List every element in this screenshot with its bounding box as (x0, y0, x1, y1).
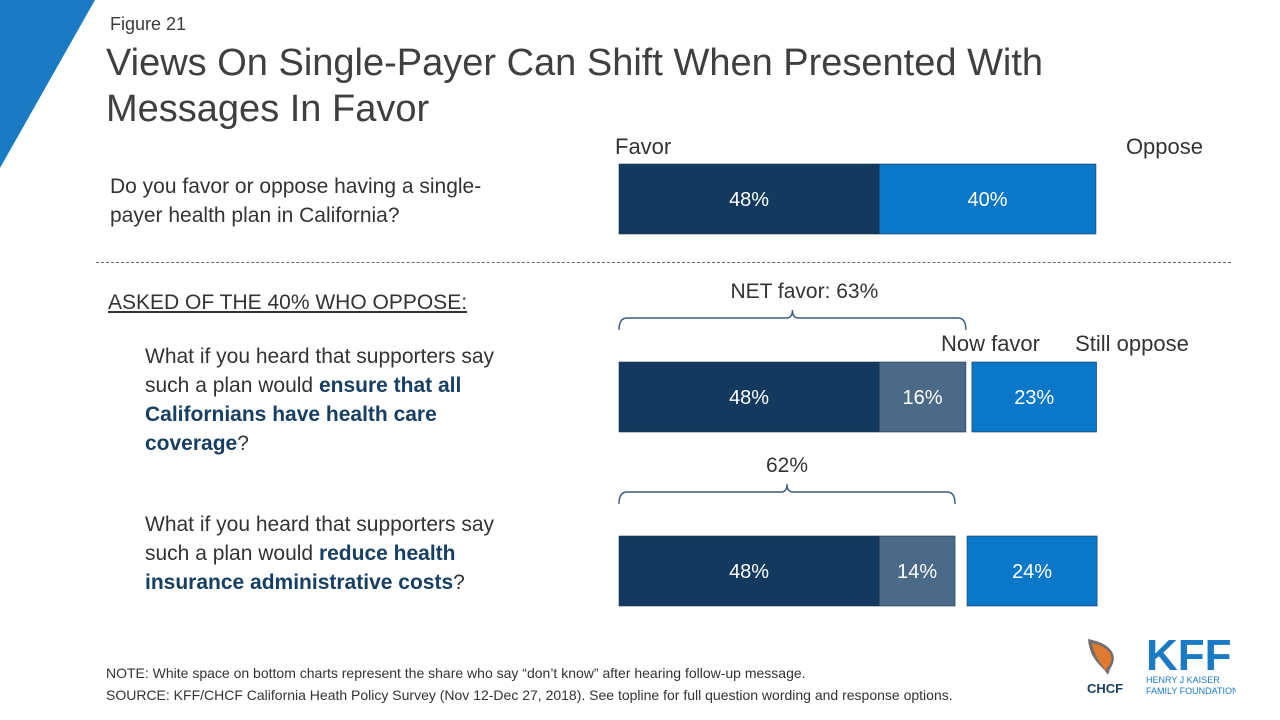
question-3-pre: What if you heard that supporters say su… (145, 513, 495, 565)
figure-label: Figure 21 (110, 14, 187, 34)
net-label-1: NET favor: 63% (730, 280, 878, 303)
bar-label-1-0: 48% (729, 387, 769, 409)
chcf-logo-text: CHCF (1087, 681, 1123, 696)
kff-logo: KFF HENRY J KAISER FAMILY FOUNDATION (1146, 631, 1236, 696)
bar-label-2-0: 48% (729, 561, 769, 583)
bar-segment-2-now-favor (878, 535, 956, 607)
question-3: What if you heard that supporters say su… (145, 510, 505, 597)
header-still-oppose: Still oppose (1075, 331, 1189, 356)
question-2: What if you heard that supporters say su… (145, 342, 535, 458)
asked-of-label: ASKED OF THE 40% WHO OPPOSE: (108, 291, 468, 314)
bar-segment-2-still-oppose (966, 535, 1098, 607)
bar-label-1-2: 23% (1014, 387, 1054, 409)
chcf-logo: CHCF (1087, 639, 1123, 696)
question-2-post: ? (237, 432, 249, 455)
bar-segment-1-favor (618, 361, 880, 433)
corner-accent-shape (0, 0, 95, 168)
question-1: Do you favor or oppose having a single-p… (110, 175, 482, 227)
bar-label-2-2: 24% (1012, 561, 1052, 583)
net-label-2: 62% (766, 454, 808, 477)
source-text: SOURCE: KFF/CHCF California Heath Policy… (106, 687, 953, 703)
bar-segment-2-favor (618, 535, 880, 607)
page-title: Views On Single-Payer Can Shift When Pre… (106, 42, 1044, 130)
question-3-bold: reduce health insurance administrative c… (145, 542, 456, 594)
bar-segment-1-now-favor (878, 361, 967, 433)
header-oppose: Oppose (1126, 134, 1203, 159)
bar-segment-1-still-oppose (971, 361, 1097, 433)
notes: NOTE: White space on bottom charts repre… (106, 662, 953, 706)
net-bracket-2 (618, 483, 956, 505)
kff-logo-text: KFF (1146, 631, 1232, 680)
question-2-bold: ensure that all Californians have health… (145, 374, 462, 455)
kff-logo-sub2: FAMILY FOUNDATION (1146, 686, 1236, 696)
net-bracket-1 (618, 309, 967, 331)
question-3-post: ? (453, 571, 465, 594)
note-text: NOTE: White space on bottom charts repre… (106, 665, 806, 681)
question-2-pre: What if you heard that supporters say su… (145, 345, 495, 397)
bar-label-0-1: 40% (968, 189, 1008, 211)
header-now-favor: Now favor (941, 331, 1040, 356)
bar-segment-0-favor (618, 163, 880, 235)
bar-label-0-0: 48% (729, 189, 769, 211)
kff-logo-sub1: HENRY J KAISER (1146, 675, 1220, 685)
stacked-bar-chart: 48% 40% 48% 16% 23% NET favor: 63% 48% 14% 24% 62… (615, 134, 1203, 607)
header-favor: Favor (615, 134, 671, 159)
section-divider (96, 262, 1231, 263)
bar-label-2-1: 14% (897, 561, 937, 583)
bar-label-1-1: 16% (903, 387, 943, 409)
bar-segment-0-oppose (878, 163, 1097, 235)
